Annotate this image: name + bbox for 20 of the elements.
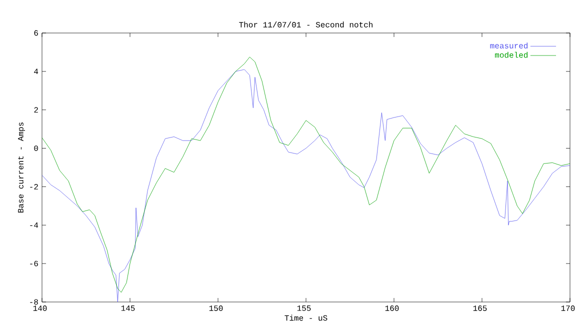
x-tick-label: 155 (297, 306, 311, 311)
x-axis-title: Time - uS (284, 314, 328, 321)
y-tick-label: -4 (30, 222, 38, 228)
x-tick-label: 165 (473, 306, 487, 311)
y-tick-label: -2 (30, 184, 38, 190)
y-tick-label: 0 (34, 146, 38, 151)
chart-title: Thor 11/07/01 - Second notch (239, 22, 372, 28)
legend-label: measured (490, 42, 528, 48)
x-tick-label: 170 (561, 306, 575, 311)
y-tick-label: -6 (30, 260, 38, 266)
y-tick-label: 6 (34, 30, 38, 36)
y-tick-label: 2 (34, 107, 38, 113)
x-tick-label: 145 (121, 306, 135, 311)
y-tick-label: -8 (30, 299, 38, 305)
y-tick-label: 4 (34, 68, 38, 74)
x-tick-label: 140 (33, 306, 47, 311)
legend-label: modeled (495, 52, 528, 58)
y-axis-title: Base current - Amps (18, 122, 26, 212)
x-tick-label: 160 (385, 306, 399, 311)
x-tick-label: 150 (209, 306, 223, 311)
